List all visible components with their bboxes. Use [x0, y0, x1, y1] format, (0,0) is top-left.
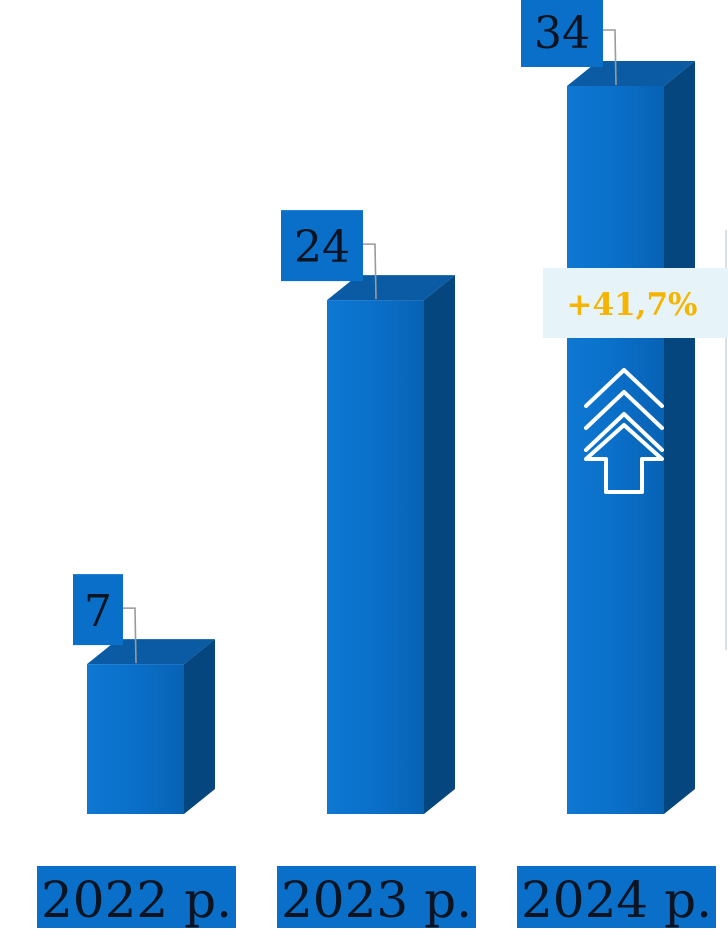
category-label-box	[517, 866, 716, 928]
bar-side-face	[664, 61, 695, 814]
data-label-2: 24	[281, 210, 377, 300]
leader-line	[123, 607, 137, 664]
bar-side-face	[424, 275, 455, 814]
data-label-text: 34	[534, 8, 590, 59]
bar-3	[567, 61, 695, 814]
category-label-box	[37, 866, 236, 928]
bar-front-face	[87, 664, 184, 814]
data-label-1: 7	[73, 574, 137, 664]
growth-badge-text: +41,7%	[567, 287, 698, 323]
bar-front-face	[567, 86, 664, 814]
bar-side-face	[184, 639, 215, 814]
category-label-1: 2022 р.	[37, 866, 236, 929]
data-label-box	[521, 0, 603, 67]
triple-chevron-up-arrow-icon	[584, 368, 664, 494]
category-label-box	[277, 866, 476, 928]
leader-line	[363, 243, 377, 300]
bar-front-face	[327, 300, 424, 814]
data-label-text: 24	[294, 222, 350, 273]
data-label-box	[281, 210, 363, 282]
bar-top-face	[327, 275, 455, 301]
category-label-text: 2022 р.	[41, 871, 232, 929]
bar-2	[327, 275, 455, 814]
leader-line	[603, 29, 617, 86]
category-label-text: 2024 р.	[521, 871, 712, 929]
data-label-box	[73, 574, 123, 646]
bar-top-face	[567, 61, 695, 86]
category-label-2: 2023 р.	[277, 866, 476, 929]
bar-top-face	[87, 639, 215, 665]
data-label-3: 34	[521, 0, 617, 86]
bar-1	[87, 639, 215, 814]
data-label-text: 7	[84, 586, 112, 637]
category-label-text: 2023 р.	[281, 871, 472, 929]
growth-badge	[543, 268, 728, 338]
category-label-3: 2024 р.	[517, 866, 716, 929]
